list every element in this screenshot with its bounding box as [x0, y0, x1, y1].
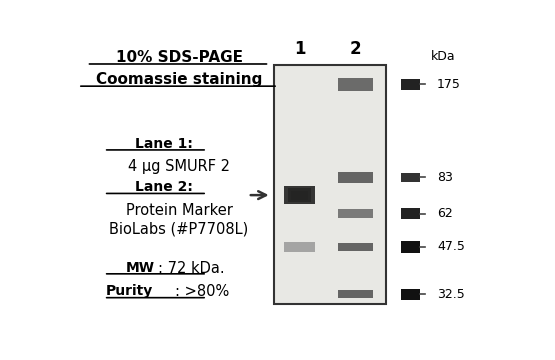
Text: : >80%: : >80% — [175, 284, 229, 300]
Bar — [338, 291, 372, 298]
Bar — [284, 242, 315, 252]
Text: Coomassie staining: Coomassie staining — [96, 72, 263, 87]
Text: 1: 1 — [294, 40, 305, 58]
Bar — [338, 78, 372, 91]
Text: Lane 1:: Lane 1: — [135, 138, 193, 152]
Bar — [338, 243, 372, 251]
Bar — [338, 209, 372, 218]
Text: 47.5: 47.5 — [437, 240, 465, 253]
Bar — [401, 172, 420, 182]
Text: 4 μg SMURF 2: 4 μg SMURF 2 — [128, 159, 230, 174]
Text: Lane 2:: Lane 2: — [135, 180, 193, 194]
Text: 62: 62 — [437, 207, 453, 220]
Text: Protein Marker: Protein Marker — [125, 203, 233, 217]
Bar — [274, 66, 386, 304]
Bar — [401, 289, 420, 300]
Text: MW: MW — [125, 261, 154, 275]
Text: BioLabs (#P7708L): BioLabs (#P7708L) — [109, 222, 249, 237]
Bar — [338, 172, 372, 183]
Text: kDa: kDa — [431, 50, 455, 63]
Text: 10% SDS-PAGE: 10% SDS-PAGE — [115, 50, 243, 65]
Bar — [291, 190, 307, 200]
Text: 83: 83 — [437, 171, 453, 184]
Text: 175: 175 — [437, 78, 461, 91]
Text: 32.5: 32.5 — [437, 288, 465, 301]
Bar — [284, 186, 315, 204]
Text: 2: 2 — [350, 40, 361, 58]
Bar — [401, 79, 420, 90]
Bar — [288, 188, 311, 202]
Text: : 72 kDa.: : 72 kDa. — [158, 261, 224, 276]
Bar — [401, 208, 420, 219]
Bar — [401, 241, 420, 253]
Text: Purity: Purity — [106, 284, 153, 298]
